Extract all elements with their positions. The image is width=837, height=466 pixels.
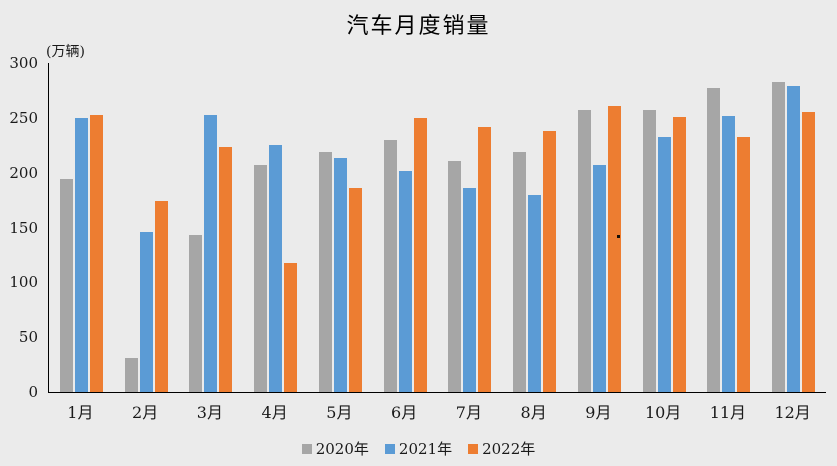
bar-2021年-2月 <box>139 231 153 392</box>
bar-group-7月 <box>438 63 503 392</box>
bar-2020年-10月 <box>642 110 656 392</box>
bar-group-5月 <box>308 63 373 392</box>
legend-item-2020年: 2020年 <box>301 438 369 459</box>
legend-label: 2021年 <box>398 440 453 458</box>
x-label-3月: 3月 <box>196 403 223 422</box>
bar-2020年-8月 <box>513 151 527 392</box>
bar-2020年-2月 <box>124 358 138 392</box>
bar-2022年-5月 <box>348 188 362 392</box>
x-label-5月: 5月 <box>326 403 353 422</box>
bar-2021年-9月 <box>592 165 606 392</box>
legend-label: 2022年 <box>482 440 536 458</box>
bar-2020年-11月 <box>707 88 721 392</box>
bar-2020年-6月 <box>383 139 397 392</box>
bar-2020年-4月 <box>254 165 268 392</box>
bar-2022年-12月 <box>802 112 816 392</box>
x-label-10月: 10月 <box>644 403 682 422</box>
bars-row <box>49 63 826 392</box>
bar-2020年-12月 <box>772 81 786 392</box>
bar-2021年-1月 <box>74 117 88 392</box>
stray-dot-artifact <box>617 235 620 238</box>
bar-group-11月 <box>697 63 762 392</box>
x-label-11月: 11月 <box>709 403 747 422</box>
bar-2020年-9月 <box>577 110 591 392</box>
bar-2022年-8月 <box>543 131 557 392</box>
y-tick-label-200: 200 <box>9 163 38 182</box>
bar-2021年-8月 <box>528 194 542 392</box>
bar-2021年-10月 <box>657 136 671 392</box>
bar-group-12月 <box>761 63 826 392</box>
y-tick-label-250: 250 <box>9 108 38 127</box>
x-axis-labels: 1月 2月 3月 4月 5月 6月 7月 8月 9月 10月 11月 12月 <box>48 399 825 423</box>
x-label-6月: 6月 <box>391 403 418 422</box>
bar-2022年-9月 <box>607 105 621 392</box>
bar-group-8月 <box>502 63 567 392</box>
legend-item-2021年: 2021年 <box>384 438 453 459</box>
bar-group-3月 <box>179 63 244 392</box>
legend-swatch-icon <box>301 443 312 454</box>
x-label-9月: 9月 <box>585 403 612 422</box>
x-label-8月: 8月 <box>520 403 547 422</box>
y-axis-unit-label: (万辆) <box>46 44 85 60</box>
y-tick-label-300: 300 <box>9 54 38 72</box>
bar-2021年-6月 <box>398 170 412 392</box>
y-tick-label-0: 0 <box>28 383 38 401</box>
bar-2020年-1月 <box>59 179 73 392</box>
bar-group-1月 <box>49 63 114 392</box>
bar-2021年-3月 <box>204 114 218 392</box>
legend-swatch-icon <box>468 443 479 454</box>
plot-area <box>48 63 826 393</box>
bar-group-2月 <box>114 63 179 392</box>
bar-2022年-3月 <box>219 147 233 392</box>
bar-2020年-7月 <box>448 160 462 392</box>
legend-item-2022年: 2022年 <box>468 438 535 459</box>
y-tick-label-100: 100 <box>9 273 38 292</box>
bar-2021年-7月 <box>463 188 477 392</box>
bar-2021年-11月 <box>722 115 736 392</box>
bar-group-10月 <box>632 63 697 392</box>
bar-2022年-10月 <box>672 116 686 392</box>
bar-2022年-1月 <box>89 114 103 392</box>
bar-2022年-11月 <box>737 136 751 392</box>
x-label-1月: 1月 <box>67 403 94 422</box>
bar-group-9月 <box>567 63 632 392</box>
chart-title: 汽车月度销量 <box>346 14 491 39</box>
y-tick-label-150: 150 <box>9 218 38 237</box>
x-label-7月: 7月 <box>455 403 482 422</box>
bar-group-4月 <box>243 63 308 392</box>
x-label-2月: 2月 <box>132 403 159 422</box>
bar-2021年-5月 <box>333 158 347 392</box>
bar-group-6月 <box>373 63 438 392</box>
bar-2021年-12月 <box>787 86 801 392</box>
bar-2020年-5月 <box>318 151 332 392</box>
x-label-12月: 12月 <box>774 403 811 422</box>
bar-2022年-4月 <box>284 262 298 392</box>
x-label-4月: 4月 <box>261 403 288 422</box>
legend-label: 2020年 <box>315 440 369 458</box>
legend-swatch-icon <box>384 443 395 454</box>
bar-2022年-7月 <box>478 126 492 392</box>
legend: 2020年 2021年 2022年 <box>0 438 837 459</box>
bar-2020年-3月 <box>189 235 203 392</box>
bar-2022年-2月 <box>154 201 168 392</box>
bar-2022年-6月 <box>413 117 427 392</box>
bar-2021年-4月 <box>269 145 283 392</box>
y-tick-label-50: 50 <box>18 328 38 347</box>
